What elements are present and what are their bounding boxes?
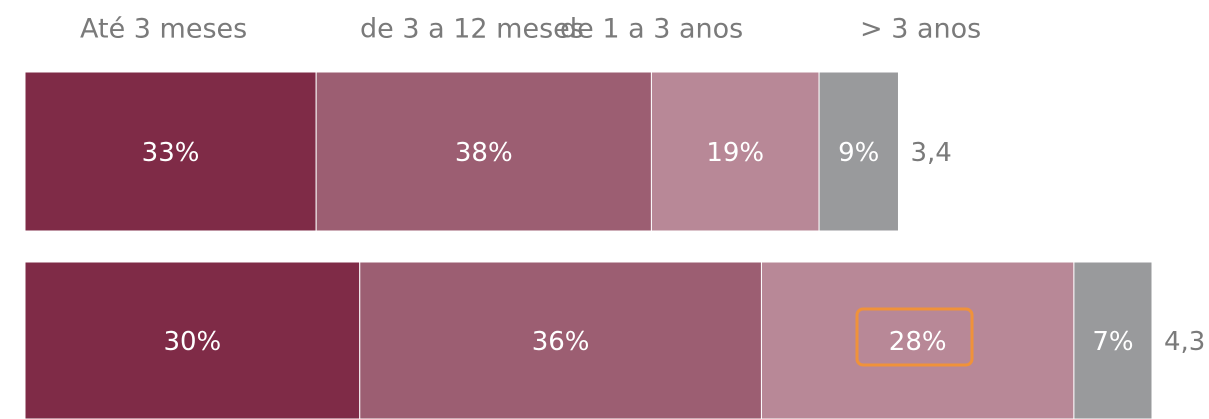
value-label: 33% (142, 138, 200, 168)
value-label: 36% (532, 327, 590, 357)
total-label: 4,3 (1164, 327, 1205, 357)
value-label: 7% (1092, 327, 1133, 357)
highlight-box (855, 307, 974, 367)
value-label: 38% (455, 138, 513, 168)
value-label: 19% (706, 138, 764, 168)
bar-segment (24, 71, 317, 232)
bar-segment (650, 71, 820, 232)
bar-segment (315, 71, 652, 232)
legend-label: > 3 anos (860, 14, 981, 45)
legend-label: Até 3 meses (80, 14, 247, 45)
bar-segment (818, 71, 899, 232)
bar-segment (359, 261, 762, 419)
total-label: 3,4 (910, 138, 951, 168)
value-label: 28% (889, 327, 947, 357)
value-label: 9% (838, 138, 879, 168)
legend-label: de 1 a 3 anos (560, 14, 743, 45)
bar-segment (24, 261, 361, 419)
value-label: 30% (163, 327, 221, 357)
bar-segment (1073, 261, 1153, 419)
legend-label: de 3 a 12 meses (360, 14, 584, 45)
